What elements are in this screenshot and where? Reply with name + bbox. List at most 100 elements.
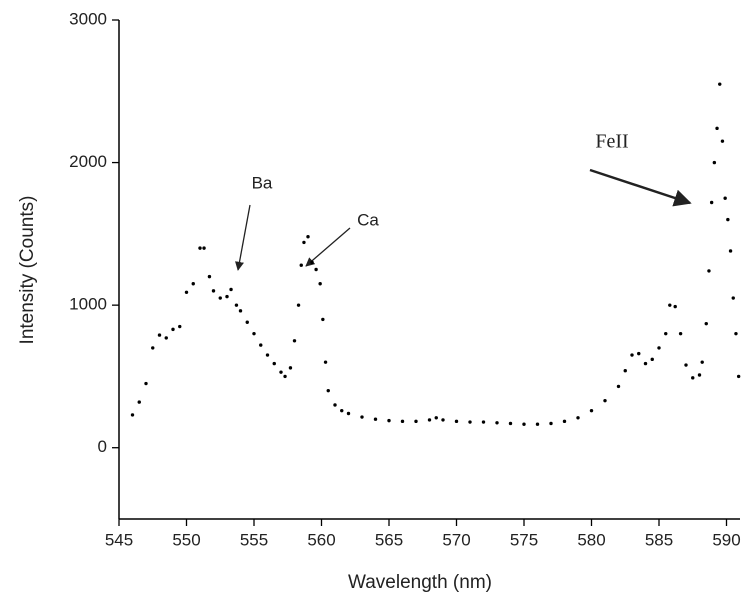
data-point — [668, 303, 672, 307]
data-point — [323, 360, 328, 364]
data-point — [400, 419, 405, 424]
data-point — [731, 296, 735, 300]
data-point — [252, 331, 256, 336]
data-point — [709, 200, 714, 205]
x-tick-label: 590 — [712, 530, 740, 549]
arrow — [589, 168, 692, 207]
data-point — [310, 260, 314, 265]
data-point — [333, 403, 337, 407]
data-point — [726, 217, 730, 222]
data-point — [202, 246, 206, 250]
x-tick-label: 560 — [307, 530, 335, 549]
data-point — [302, 240, 306, 245]
x-tick-label: 555 — [240, 530, 268, 549]
data-point — [137, 400, 141, 404]
data-point — [508, 421, 513, 426]
data-point — [283, 374, 287, 379]
data-point — [468, 420, 472, 424]
data-point — [664, 331, 668, 336]
data-point — [481, 420, 486, 424]
data-point — [211, 289, 216, 293]
data-point — [218, 296, 222, 300]
data-point — [314, 267, 318, 272]
y-tick-label: 1000 — [69, 295, 107, 314]
data-point — [723, 196, 727, 200]
x-tick-label: 585 — [645, 530, 673, 549]
annotation: FeII — [595, 131, 628, 153]
data-point — [414, 419, 418, 424]
data-point — [178, 324, 182, 329]
data-point — [279, 370, 283, 374]
data-point — [616, 384, 621, 389]
data-point — [259, 343, 263, 347]
data-point — [306, 235, 310, 239]
data-point — [318, 282, 322, 286]
y-tick-label: 2000 — [69, 152, 107, 171]
data-point — [603, 398, 607, 403]
data-point — [718, 82, 722, 86]
x-tick-label: 565 — [375, 530, 403, 549]
y-tick-label: 3000 — [69, 9, 107, 28]
data-point — [198, 246, 202, 250]
data-point — [296, 303, 301, 307]
data-point — [234, 303, 239, 307]
data-point — [535, 422, 540, 426]
data-point — [650, 357, 654, 362]
data-point — [734, 331, 738, 336]
data-point — [678, 331, 683, 336]
data-point — [387, 418, 391, 423]
data-point — [191, 282, 195, 286]
data-point — [589, 408, 594, 413]
x-tick-label: 550 — [172, 530, 200, 549]
data-point — [549, 421, 553, 426]
y-tick-label: 0 — [98, 437, 107, 456]
data-point — [340, 408, 344, 413]
data-point — [157, 333, 162, 337]
data-point — [576, 416, 580, 420]
data-point — [184, 290, 189, 295]
data-point — [346, 411, 351, 416]
data-point — [697, 373, 702, 377]
data-point — [207, 274, 212, 279]
data-point — [427, 418, 432, 422]
data-point — [700, 360, 704, 364]
data-point — [144, 381, 148, 386]
data-point — [562, 419, 567, 424]
x-axis-label: Wavelength (nm) — [348, 572, 492, 593]
data-point — [736, 374, 741, 379]
data-point — [272, 361, 276, 366]
data-point — [265, 353, 270, 357]
data-point — [299, 263, 303, 267]
data-point — [715, 126, 719, 131]
annotation: Ca — [357, 210, 379, 229]
data-point — [712, 160, 717, 165]
data-point — [684, 363, 688, 367]
data-point — [522, 422, 526, 426]
data-point — [229, 287, 233, 292]
data-point — [164, 336, 168, 340]
data-point — [454, 419, 459, 424]
x-tick-label: 570 — [442, 530, 470, 549]
data-point — [225, 294, 229, 299]
data-point — [441, 418, 445, 422]
data-point — [637, 351, 641, 356]
data-point — [130, 413, 135, 417]
y-axis-label: Intensity (Counts) — [17, 196, 38, 345]
data-point — [151, 346, 155, 350]
data-point — [373, 417, 378, 421]
data-point — [288, 366, 293, 370]
data-point — [238, 309, 243, 313]
x-tick-label: 580 — [577, 530, 605, 549]
x-tick-label: 545 — [105, 530, 133, 549]
data-point — [630, 353, 634, 357]
arrow — [305, 227, 351, 267]
data-point — [292, 339, 297, 343]
x-tick-label: 575 — [510, 530, 538, 549]
annotation: Ba — [252, 173, 273, 192]
data-point — [434, 416, 438, 420]
data-point — [673, 304, 677, 309]
data-point — [360, 415, 364, 419]
data-point — [245, 320, 249, 324]
